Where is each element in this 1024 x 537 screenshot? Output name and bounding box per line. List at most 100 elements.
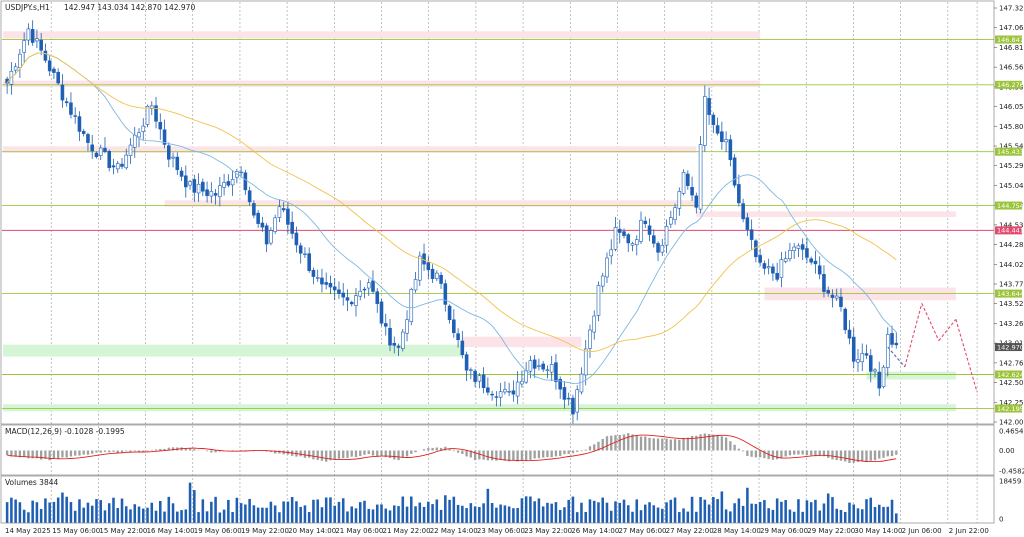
y-tick-label: 145.800 — [999, 123, 1024, 131]
candle-body — [115, 163, 120, 170]
candle-body — [834, 295, 839, 299]
candle-body — [643, 220, 648, 225]
x-tick-label: 15 May 22:00 — [99, 527, 147, 535]
candle-body — [22, 40, 26, 53]
y-tick-label: 143.520 — [999, 300, 1024, 308]
candle-body — [473, 370, 477, 382]
candle-body — [400, 331, 405, 349]
candle-body — [890, 333, 894, 345]
x-tick-label: 2 Jun 22:00 — [949, 527, 989, 535]
candle-body — [392, 342, 397, 346]
volume-y-tick-label: 18459 — [999, 478, 1021, 486]
candle-body — [273, 217, 277, 232]
candle-body — [494, 396, 499, 398]
candle-body — [69, 102, 73, 115]
frame-layer — [0, 0, 995, 524]
candle-body — [881, 366, 886, 388]
level-price-label: 144.754 — [997, 202, 1024, 210]
candle-body — [345, 297, 350, 301]
candle-body — [13, 66, 18, 71]
candle-body — [269, 230, 273, 244]
candle-body — [435, 272, 439, 279]
candle-body — [677, 191, 682, 209]
candle-body — [613, 227, 618, 250]
candle-body — [64, 101, 69, 104]
candle-body — [558, 378, 562, 390]
candle-body — [47, 60, 52, 72]
candle-body — [456, 333, 460, 341]
candle-body — [690, 187, 694, 196]
level-price-tag — [995, 289, 1022, 298]
candle-body — [341, 292, 346, 298]
candle-body — [311, 269, 316, 277]
candle-body — [243, 172, 248, 191]
candle-body — [545, 369, 550, 372]
supply-zone — [696, 211, 956, 217]
candle-body — [167, 145, 171, 160]
ohlc-readout: 142.947 143.034 142.870 142.970 — [64, 3, 195, 12]
candle-body — [826, 290, 830, 294]
candle-body — [149, 105, 154, 109]
candle-body — [605, 257, 609, 278]
candle-body — [669, 217, 673, 225]
candle-body — [230, 179, 235, 186]
candle-body — [94, 152, 99, 158]
candle-body — [715, 125, 720, 134]
candle-body — [515, 381, 520, 397]
panel-frame — [0, 475, 995, 524]
candle-body — [877, 371, 882, 389]
candle-body — [260, 222, 265, 228]
x-tick-label: 29 May 22:00 — [807, 527, 855, 535]
x-tick-label: 2 Jun 06:00 — [902, 527, 942, 535]
candle-body — [698, 144, 703, 210]
candle-body — [320, 277, 324, 285]
supply-zone — [3, 31, 761, 39]
candle-body — [822, 274, 826, 292]
candle-body — [252, 203, 256, 216]
ma-slow-line — [6, 52, 897, 352]
candle-body — [758, 255, 762, 263]
candle-body — [56, 71, 60, 84]
candle-body — [873, 369, 877, 372]
candle-body — [158, 121, 163, 130]
candle-body — [103, 147, 107, 152]
x-tick-label: 27 May 06:00 — [618, 527, 666, 535]
y-tick-label: 146.810 — [999, 44, 1024, 52]
candle-body — [145, 106, 150, 125]
candle-body — [77, 116, 82, 132]
level-price-tag — [995, 80, 1022, 89]
ma-fast-line — [6, 52, 897, 385]
last-price-tag — [995, 343, 1022, 352]
x-tick-label: 20 May 14:00 — [288, 527, 336, 535]
candle-body — [30, 29, 35, 43]
candle-body — [43, 50, 48, 61]
candle-body — [98, 147, 103, 156]
candle-body — [192, 179, 197, 193]
candle-body — [754, 240, 758, 258]
candle-body — [562, 387, 567, 400]
level-price-tag — [995, 226, 1022, 235]
candle-body — [460, 340, 465, 356]
candle-body — [856, 359, 860, 363]
x-tick-label: 15 May 06:00 — [52, 527, 100, 535]
x-tick-label: 23 May 06:00 — [477, 527, 525, 535]
x-tick-label: 19 May 06:00 — [194, 527, 242, 535]
candle-body — [588, 329, 592, 349]
candle-body — [847, 329, 852, 339]
level-price-tag — [995, 35, 1022, 44]
candle-body — [617, 228, 622, 233]
level-price-label: 146.847 — [997, 36, 1024, 44]
zone-layer — [3, 31, 956, 412]
symbol-label: USDJPY.s,H1 — [5, 3, 50, 12]
level-price-label: 145.433 — [997, 148, 1024, 156]
last-price-label: 142.970 — [997, 343, 1024, 351]
candle-body — [524, 370, 528, 383]
candle-body — [843, 308, 848, 331]
candle-body — [520, 380, 524, 385]
candle-body — [860, 353, 865, 363]
candle-body — [622, 231, 626, 236]
level-price-tag — [995, 201, 1022, 210]
candle-body — [443, 283, 448, 305]
